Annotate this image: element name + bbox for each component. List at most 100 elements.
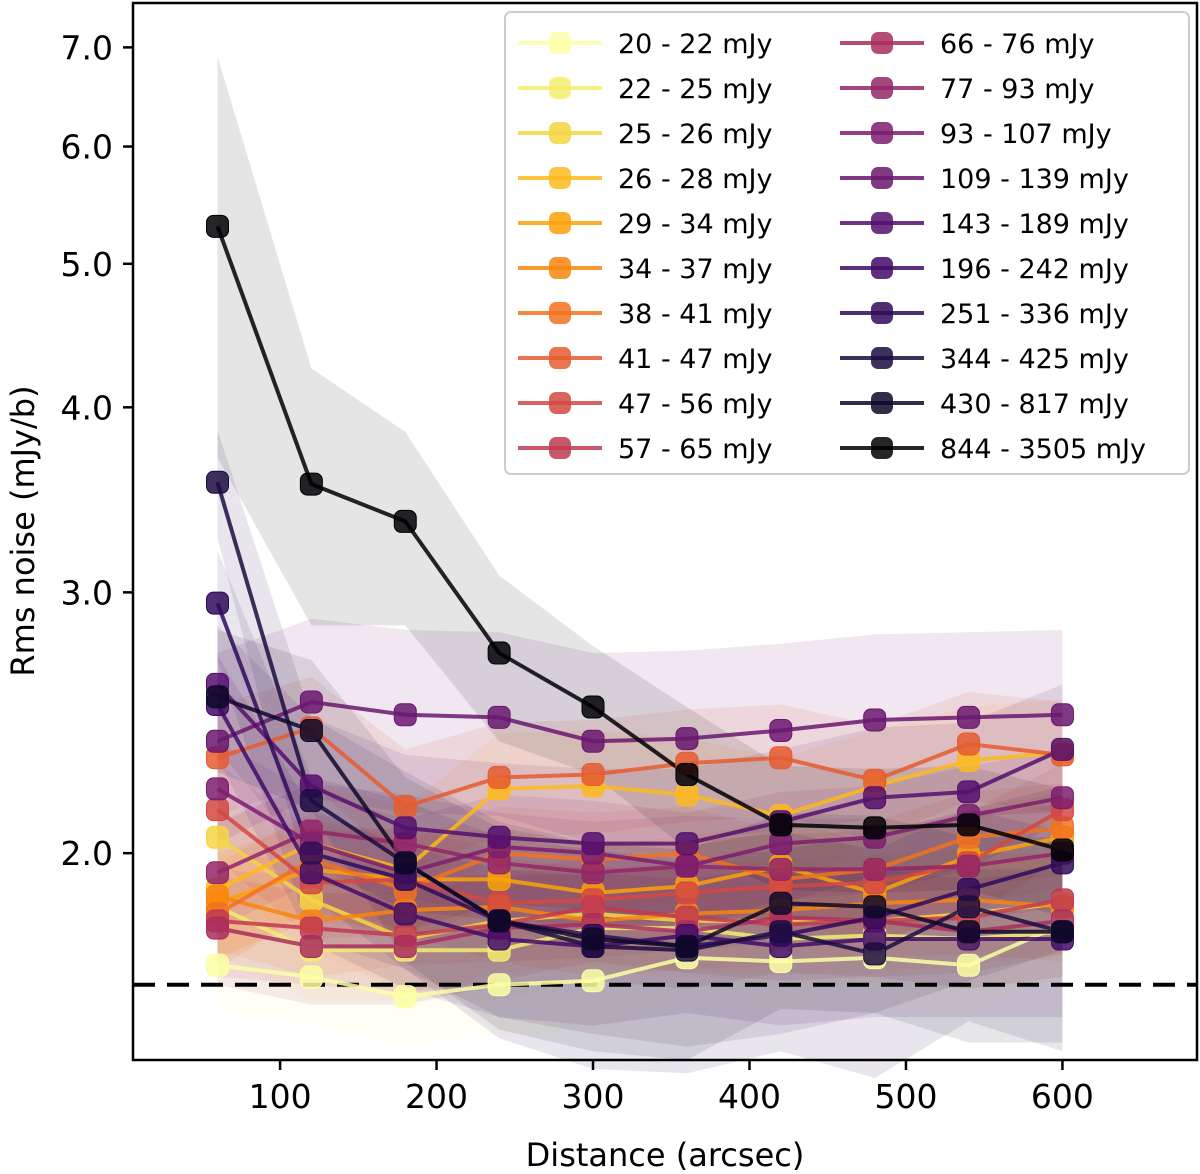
- data-point: [769, 857, 793, 881]
- data-point: [675, 763, 699, 787]
- data-point: [1050, 737, 1074, 761]
- data-point: [487, 973, 511, 997]
- data-point: [299, 934, 323, 958]
- series-lines: [215, 225, 1064, 999]
- data-point: [863, 708, 887, 732]
- legend-label: 251 - 336 mJy: [940, 299, 1129, 330]
- legend-swatch-marker: [549, 302, 571, 324]
- legend-swatch-marker: [871, 257, 893, 279]
- data-point: [1050, 838, 1074, 862]
- legend-swatch-marker: [871, 167, 893, 189]
- legend-label: 196 - 242 mJy: [940, 254, 1129, 285]
- data-point: [769, 746, 793, 770]
- legend-label: 38 - 41 mJy: [618, 299, 772, 330]
- data-point: [205, 861, 229, 885]
- data-point: [393, 851, 417, 875]
- data-point: [205, 591, 229, 615]
- legend-label: 26 - 28 mJy: [618, 164, 772, 195]
- legend-label: 844 - 3505 mJy: [940, 434, 1146, 465]
- legend-swatch-marker: [871, 347, 893, 369]
- data-point: [769, 920, 793, 944]
- legend-swatch-marker: [549, 77, 571, 99]
- legend-swatch-marker: [549, 392, 571, 414]
- y-tick-label: 5.0: [61, 245, 113, 284]
- x-tick-label: 200: [405, 1077, 468, 1116]
- data-point: [299, 690, 323, 714]
- data-point: [957, 854, 981, 878]
- legend-swatch-marker: [549, 257, 571, 279]
- data-point: [205, 214, 229, 238]
- x-tick-label: 100: [249, 1077, 312, 1116]
- error-band-17: [217, 430, 1063, 1078]
- data-point: [205, 825, 229, 849]
- y-tick-label: 7.0: [61, 28, 113, 67]
- y-tick-label: 2.0: [61, 834, 113, 873]
- legend: 20 - 22 mJy 22 - 25 mJy 25 - 26 mJy 26 - 28…: [504, 11, 1190, 475]
- series-line-11: [216, 829, 1063, 875]
- error-band-1: [217, 862, 1063, 1001]
- data-point: [863, 942, 887, 966]
- legend-swatch-marker: [549, 437, 571, 459]
- data-point: [675, 783, 699, 807]
- legend-swatch-marker: [871, 392, 893, 414]
- data-point: [675, 854, 699, 878]
- data-point: [487, 825, 511, 849]
- data-point: [769, 719, 793, 743]
- data-point: [769, 891, 793, 915]
- series-line-17: [215, 481, 1063, 956]
- data-point: [299, 472, 323, 496]
- y-axis-label: Rms noise (mJy/b): [4, 385, 42, 676]
- error-band-14: [217, 625, 1063, 929]
- data-point: [675, 881, 699, 905]
- x-tick-label: 400: [718, 1077, 781, 1116]
- legend-label: 20 - 22 mJy: [618, 29, 772, 60]
- x-tick-label: 500: [874, 1077, 937, 1116]
- data-point: [1050, 920, 1074, 944]
- data-point: [957, 780, 981, 804]
- data-point: [957, 813, 981, 837]
- data-point: [299, 719, 323, 743]
- data-point: [1050, 703, 1074, 727]
- data-point: [581, 861, 605, 885]
- data-point: [393, 902, 417, 926]
- error-band-4: [217, 791, 1063, 958]
- data-point: [299, 841, 323, 865]
- data-point: [957, 953, 981, 977]
- series-line-10: [217, 915, 1063, 949]
- series-line-19: [215, 225, 1063, 852]
- data-point: [487, 705, 511, 729]
- data-point: [205, 777, 229, 801]
- legend-swatch-marker: [871, 212, 893, 234]
- series-line-0: [217, 922, 1064, 999]
- series-line-8: [216, 807, 1064, 906]
- x-tick-label: 600: [1031, 1077, 1094, 1116]
- y-tick-label: 3.0: [61, 573, 113, 612]
- data-point: [581, 763, 605, 787]
- data-point: [393, 795, 417, 819]
- data-point: [675, 727, 699, 751]
- legend-label: 66 - 76 mJy: [940, 29, 1094, 60]
- legend-swatch-marker: [549, 212, 571, 234]
- data-point: [957, 895, 981, 919]
- data-point: [393, 703, 417, 727]
- legend-swatch-marker: [549, 347, 571, 369]
- series-line-14: [216, 683, 1064, 846]
- data-point: [675, 832, 699, 856]
- data-point: [581, 969, 605, 993]
- legend-label: 77 - 93 mJy: [940, 74, 1094, 105]
- error-band-10: [217, 866, 1063, 1005]
- series-line-6: [216, 825, 1063, 916]
- data-point: [299, 861, 323, 885]
- data-point: [393, 816, 417, 840]
- data-point: [299, 789, 323, 813]
- data-point: [1050, 786, 1074, 810]
- legend-box: [504, 11, 1190, 475]
- data-point: [863, 857, 887, 881]
- legend-swatch-marker: [871, 77, 893, 99]
- legend-label: 143 - 189 mJy: [940, 209, 1129, 240]
- data-point: [581, 729, 605, 753]
- legend-swatch-marker: [549, 122, 571, 144]
- error-band-3: [217, 699, 1063, 962]
- series-line-18: [216, 695, 1063, 949]
